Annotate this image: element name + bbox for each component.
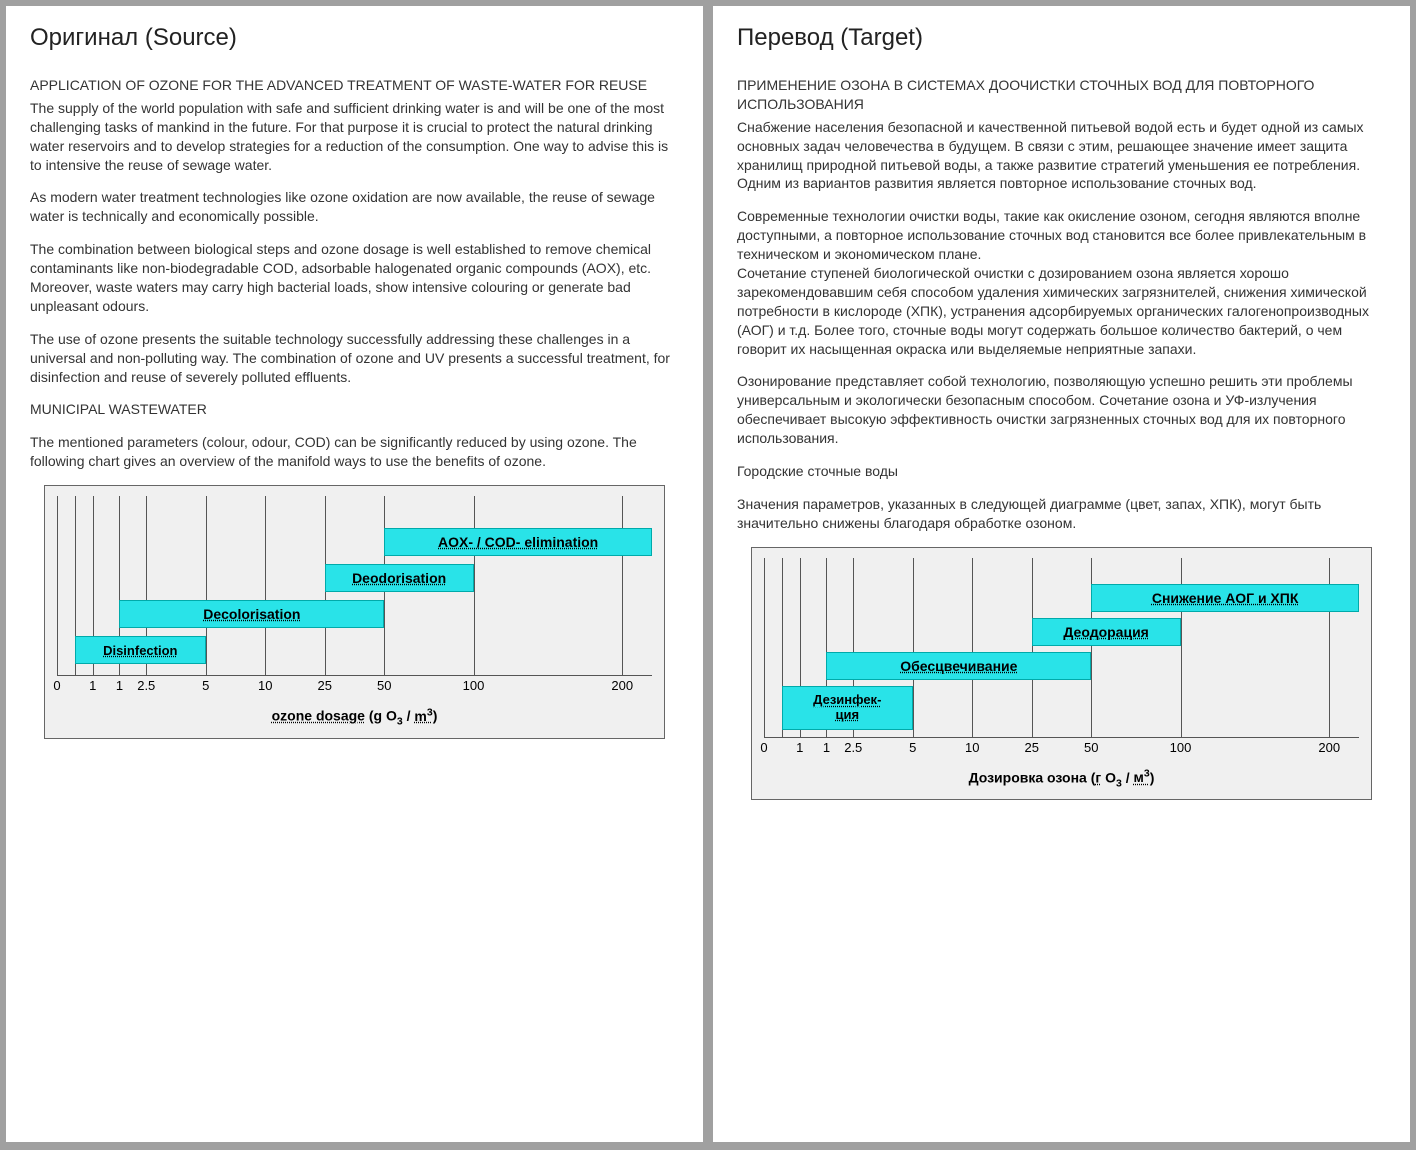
gridline xyxy=(206,496,207,675)
tick-label: 0 xyxy=(760,740,767,755)
chart-bar: Обесцвечивание xyxy=(826,652,1091,680)
chart-tick-labels: 0112.55102550100200 xyxy=(57,678,652,696)
paragraph: MUNICIPAL WASTEWATER xyxy=(30,400,679,419)
gridline xyxy=(57,496,58,675)
paragraph: Городские сточные воды xyxy=(737,462,1386,481)
target-panel: Перевод (Target) ПРИМЕНЕНИЕ ОЗОНА В СИСТ… xyxy=(711,4,1412,1144)
chart-axis-label: ozone dosage (g O3 / m3) xyxy=(57,706,652,727)
tick-label: 25 xyxy=(318,678,332,693)
tick-label: 25 xyxy=(1025,740,1039,755)
tick-label: 10 xyxy=(965,740,979,755)
gridline xyxy=(622,496,623,675)
target-title: Перевод (Target) xyxy=(737,24,1386,52)
tick-label: 1 xyxy=(796,740,803,755)
chart-area: Disinfection Decolorisation Deodorisation A… xyxy=(57,496,652,676)
tick-label: 2.5 xyxy=(137,678,155,693)
tick-label: 1 xyxy=(823,740,830,755)
paragraph: The use of ozone presents the suitable t… xyxy=(30,330,679,387)
paragraph: As modern water treatment technologies l… xyxy=(30,188,679,226)
paragraph: ПРИМЕНЕНИЕ ОЗОНА В СИСТЕМАХ ДООЧИСТКИ СТ… xyxy=(737,76,1386,114)
paragraph: The mentioned parameters (colour, odour,… xyxy=(30,433,679,471)
chart-bar: Disinfection xyxy=(75,636,206,664)
tick-label: 1 xyxy=(116,678,123,693)
chart-bar: AOX- / COD- elimination xyxy=(384,528,652,556)
tick-label: 5 xyxy=(202,678,209,693)
paragraph: Озонирование представляет собой технолог… xyxy=(737,372,1386,448)
gridline xyxy=(474,496,475,675)
gridline xyxy=(972,558,973,737)
target-chart: Дезинфек- ция Обесцвечивание Деодорация Сни… xyxy=(751,547,1372,800)
tick-label: 1 xyxy=(89,678,96,693)
paragraph: The combination between biological steps… xyxy=(30,240,679,316)
chart-bar: Deodorisation xyxy=(325,564,474,592)
paragraph: Снабжение населения безопасной и качеств… xyxy=(737,118,1386,194)
chart-bar: Decolorisation xyxy=(119,600,384,628)
tick-label: 50 xyxy=(1084,740,1098,755)
chart-axis-label: Дозировка озона (г O3 / м3) xyxy=(764,768,1359,789)
two-column-layout: Оригинал (Source) APPLICATION OF OZONE F… xyxy=(4,4,1412,1144)
source-panel: Оригинал (Source) APPLICATION OF OZONE F… xyxy=(4,4,705,1144)
paragraph: Значения параметров, указанных в следующ… xyxy=(737,495,1386,533)
tick-label: 50 xyxy=(377,678,391,693)
gridline xyxy=(1032,558,1033,737)
gridline xyxy=(913,558,914,737)
tick-label: 2.5 xyxy=(844,740,862,755)
chart-bar: Снижение АОГ и ХПК xyxy=(1091,584,1359,612)
source-title: Оригинал (Source) xyxy=(30,24,679,52)
tick-label: 5 xyxy=(909,740,916,755)
gridline xyxy=(265,496,266,675)
tick-label: 200 xyxy=(1318,740,1340,755)
chart-bar: Деодорация xyxy=(1032,618,1181,646)
tick-label: 200 xyxy=(611,678,633,693)
source-body: APPLICATION OF OZONE FOR THE ADVANCED TR… xyxy=(30,76,679,471)
paragraph: APPLICATION OF OZONE FOR THE ADVANCED TR… xyxy=(30,76,679,95)
chart-bar: Дезинфек- ция xyxy=(782,686,913,730)
source-chart: Disinfection Decolorisation Deodorisation A… xyxy=(44,485,665,738)
gridline xyxy=(764,558,765,737)
paragraph: The supply of the world population with … xyxy=(30,99,679,175)
tick-label: 100 xyxy=(1170,740,1192,755)
tick-label: 0 xyxy=(53,678,60,693)
target-body: ПРИМЕНЕНИЕ ОЗОНА В СИСТЕМАХ ДООЧИСТКИ СТ… xyxy=(737,76,1386,533)
chart-area: Дезинфек- ция Обесцвечивание Деодорация Сни… xyxy=(764,558,1359,738)
paragraph: Современные технологии очистки воды, так… xyxy=(737,207,1386,358)
chart-tick-labels: 0112.55102550100200 xyxy=(764,740,1359,758)
tick-label: 10 xyxy=(258,678,272,693)
tick-label: 100 xyxy=(463,678,485,693)
